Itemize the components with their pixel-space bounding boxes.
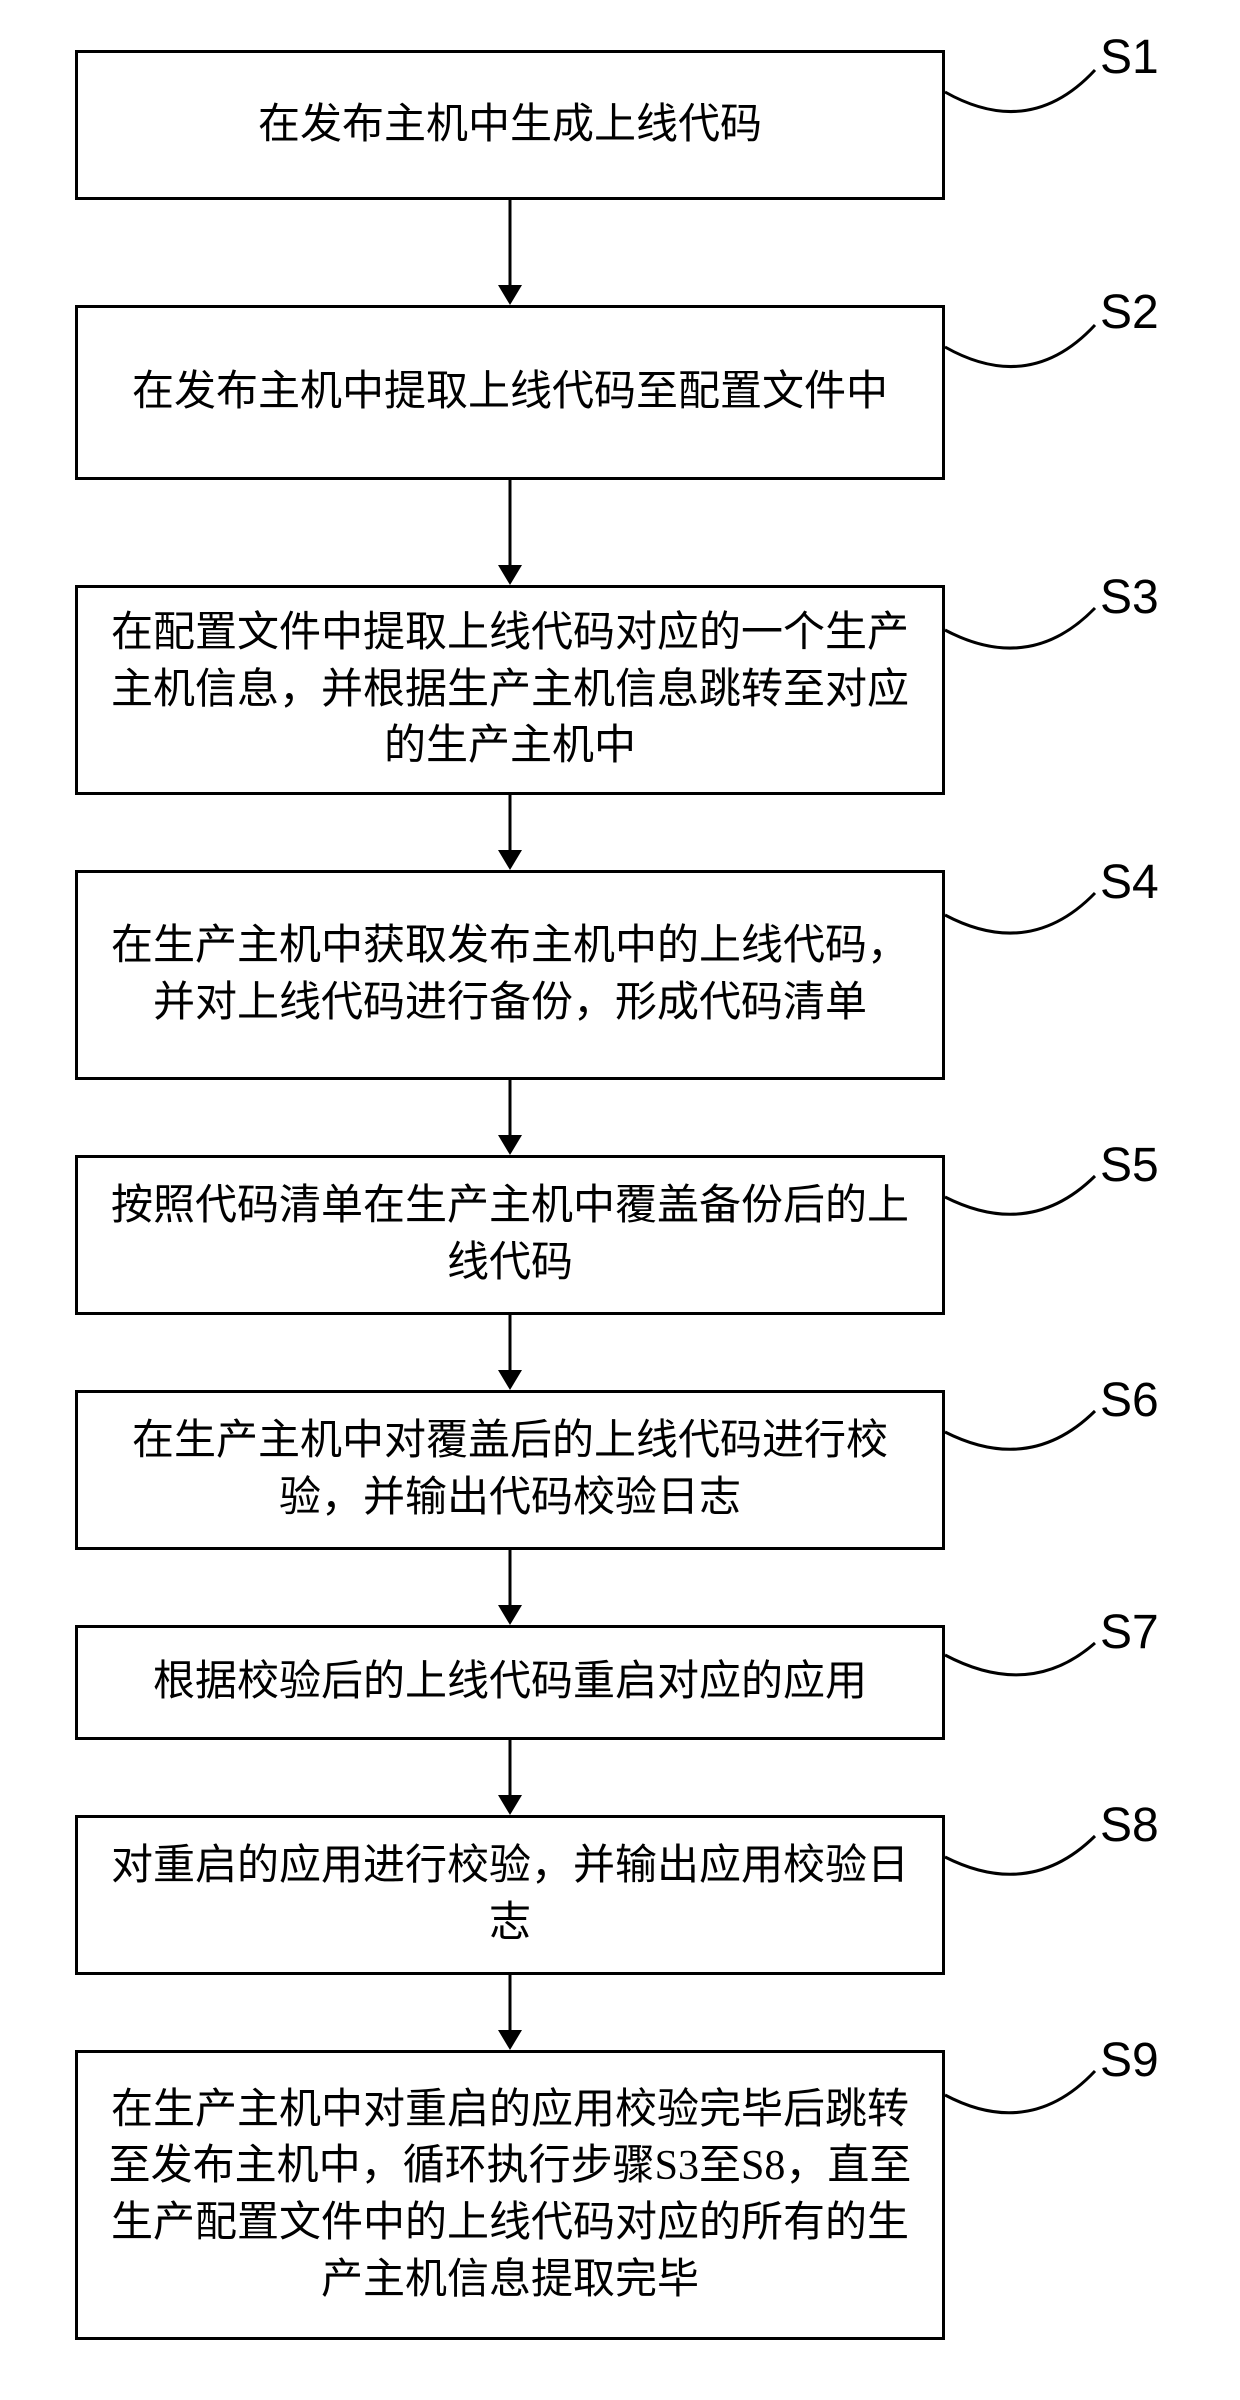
step-label-S6: S6 <box>1100 1373 1159 1428</box>
arrow-a1 <box>498 200 522 305</box>
flow-step-S1: 在发布主机中生成上线代码 <box>75 50 945 200</box>
arrow-head-icon <box>498 1795 522 1815</box>
flow-step-S2: 在发布主机中提取上线代码至配置文件中 <box>75 305 945 480</box>
arrow-shaft <box>509 200 512 287</box>
arrow-a3 <box>498 795 522 870</box>
flow-step-S4: 在生产主机中获取发布主机中的上线代码，并对上线代码进行备份，形成代码清单 <box>75 870 945 1080</box>
flow-step-S7: 根据校验后的上线代码重启对应的应用 <box>75 1625 945 1740</box>
flow-step-text: 对重启的应用进行校验，并输出应用校验日志 <box>98 1838 922 1951</box>
connector-S5 <box>945 1176 1095 1214</box>
flow-step-S9: 在生产主机中对重启的应用校验完毕后跳转至发布主机中，循环执行步骤S3至S8，直至… <box>75 2050 945 2340</box>
arrow-a7 <box>498 1740 522 1815</box>
arrow-head-icon <box>498 285 522 305</box>
flow-step-text: 根据校验后的上线代码重启对应的应用 <box>153 1654 867 1711</box>
connector-S6 <box>945 1411 1095 1449</box>
arrow-shaft <box>509 1315 512 1372</box>
flow-step-S5: 按照代码清单在生产主机中覆盖备份后的上线代码 <box>75 1155 945 1315</box>
flowchart-canvas: 在发布主机中生成上线代码 S1 在发布主机中提取上线代码至配置文件中 S2 在配置文件中… <box>0 0 1240 2400</box>
arrow-a6 <box>498 1550 522 1625</box>
connector-S4 <box>945 893 1095 933</box>
step-label-S1: S1 <box>1100 30 1159 85</box>
arrow-shaft <box>509 1975 512 2032</box>
step-label-S9: S9 <box>1100 2033 1159 2088</box>
arrow-shaft <box>509 480 512 567</box>
step-label-S4: S4 <box>1100 855 1159 910</box>
flow-step-text: 按照代码清单在生产主机中覆盖备份后的上线代码 <box>98 1178 922 1291</box>
arrow-head-icon <box>498 1135 522 1155</box>
arrow-a4 <box>498 1080 522 1155</box>
arrow-shaft <box>509 1080 512 1137</box>
step-label-S2: S2 <box>1100 285 1159 340</box>
flow-step-text: 在生产主机中对覆盖后的上线代码进行校验，并输出代码校验日志 <box>98 1413 922 1526</box>
arrow-shaft <box>509 1740 512 1797</box>
step-label-S5: S5 <box>1100 1138 1159 1193</box>
flow-step-text: 在生产主机中对重启的应用校验完毕后跳转至发布主机中，循环执行步骤S3至S8，直至… <box>98 2082 922 2309</box>
arrow-head-icon <box>498 2030 522 2050</box>
arrow-head-icon <box>498 1370 522 1390</box>
arrow-head-icon <box>498 565 522 585</box>
connector-S7 <box>945 1643 1095 1675</box>
flow-step-S8: 对重启的应用进行校验，并输出应用校验日志 <box>75 1815 945 1975</box>
flow-step-text: 在配置文件中提取上线代码对应的一个生产主机信息，并根据生产主机信息跳转至对应的生… <box>98 605 922 775</box>
step-label-S8: S8 <box>1100 1798 1159 1853</box>
connector-S8 <box>945 1836 1095 1874</box>
flow-step-text: 在发布主机中生成上线代码 <box>258 97 762 154</box>
arrow-shaft <box>509 795 512 852</box>
arrow-head-icon <box>498 850 522 870</box>
connector-S3 <box>945 608 1095 648</box>
flow-step-text: 在生产主机中获取发布主机中的上线代码，并对上线代码进行备份，形成代码清单 <box>98 918 922 1031</box>
connector-S2 <box>945 325 1095 367</box>
connector-S1 <box>945 70 1095 112</box>
flow-step-S6: 在生产主机中对覆盖后的上线代码进行校验，并输出代码校验日志 <box>75 1390 945 1550</box>
arrow-head-icon <box>498 1605 522 1625</box>
arrow-a2 <box>498 480 522 585</box>
flow-step-text: 在发布主机中提取上线代码至配置文件中 <box>132 364 888 421</box>
arrow-shaft <box>509 1550 512 1607</box>
step-label-S3: S3 <box>1100 570 1159 625</box>
connector-S9 <box>945 2071 1095 2113</box>
step-label-S7: S7 <box>1100 1605 1159 1660</box>
arrow-a5 <box>498 1315 522 1390</box>
arrow-a8 <box>498 1975 522 2050</box>
flow-step-S3: 在配置文件中提取上线代码对应的一个生产主机信息，并根据生产主机信息跳转至对应的生… <box>75 585 945 795</box>
